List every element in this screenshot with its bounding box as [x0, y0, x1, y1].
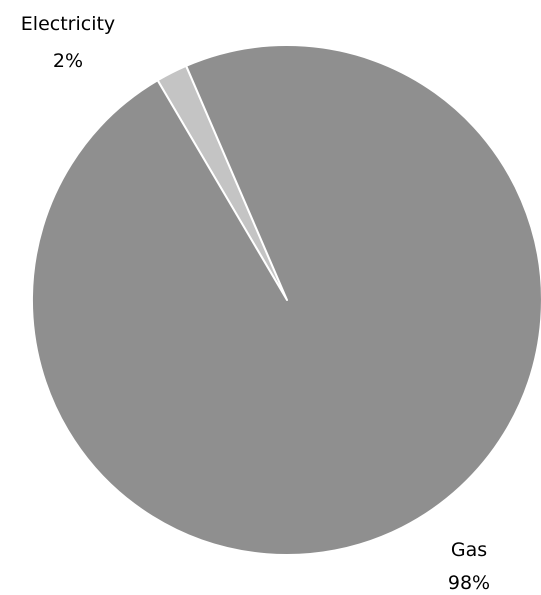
slice-label-gas-value: 98%: [448, 572, 490, 594]
pie-slice-gas: [30, 44, 541, 557]
pie-slices: [30, 44, 541, 557]
slice-label-gas-name: Gas: [451, 539, 487, 561]
slice-label-electricity-value: 2%: [53, 50, 83, 72]
slice-label-electricity-name: Electricity: [21, 13, 115, 35]
